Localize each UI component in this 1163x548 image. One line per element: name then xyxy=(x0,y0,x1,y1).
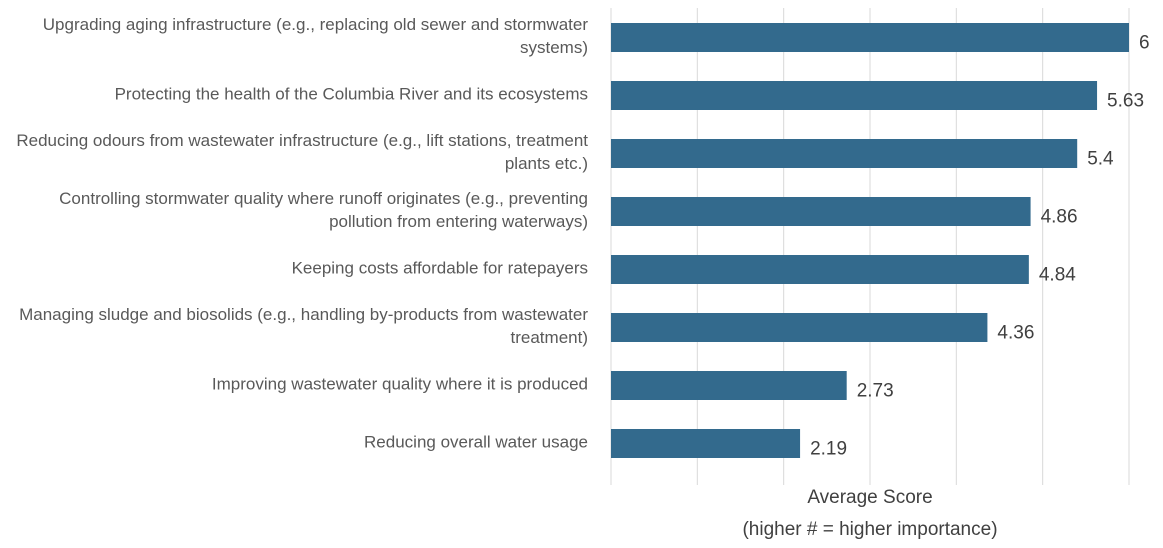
category-label: Reducing overall water usage xyxy=(364,432,588,451)
bar xyxy=(611,197,1031,226)
value-label: 4.84 xyxy=(1039,265,1076,286)
value-label: 6 xyxy=(1139,33,1150,54)
category-label: Protecting the health of the Columbia Ri… xyxy=(114,84,588,103)
category-label: Improving wastewater quality where it is… xyxy=(211,374,588,393)
value-label: 2.73 xyxy=(857,381,894,402)
bar xyxy=(611,139,1078,168)
value-label: 5.63 xyxy=(1107,91,1144,112)
value-label: 5.4 xyxy=(1087,149,1114,170)
bar xyxy=(611,371,847,400)
bar xyxy=(611,81,1098,110)
category-label: Upgrading aging infrastructure (e.g., re… xyxy=(42,14,588,57)
category-label: Reducing odours from wastewater infrastr… xyxy=(16,130,588,173)
bar xyxy=(611,313,988,342)
bar xyxy=(611,429,801,458)
value-label: 4.86 xyxy=(1041,207,1078,228)
category-label: Keeping costs affordable for ratepayers xyxy=(291,258,588,277)
category-label: Managing sludge and biosolids (e.g., han… xyxy=(19,304,588,347)
x-axis-note: (higher # = higher importance) xyxy=(742,519,998,540)
bar xyxy=(611,23,1129,52)
x-axis-title: Average Score xyxy=(807,487,933,508)
value-label: 4.36 xyxy=(997,323,1034,344)
category-label: Controlling stormwater quality where run… xyxy=(59,188,588,231)
value-label: 2.19 xyxy=(810,439,847,460)
bar xyxy=(611,255,1029,284)
